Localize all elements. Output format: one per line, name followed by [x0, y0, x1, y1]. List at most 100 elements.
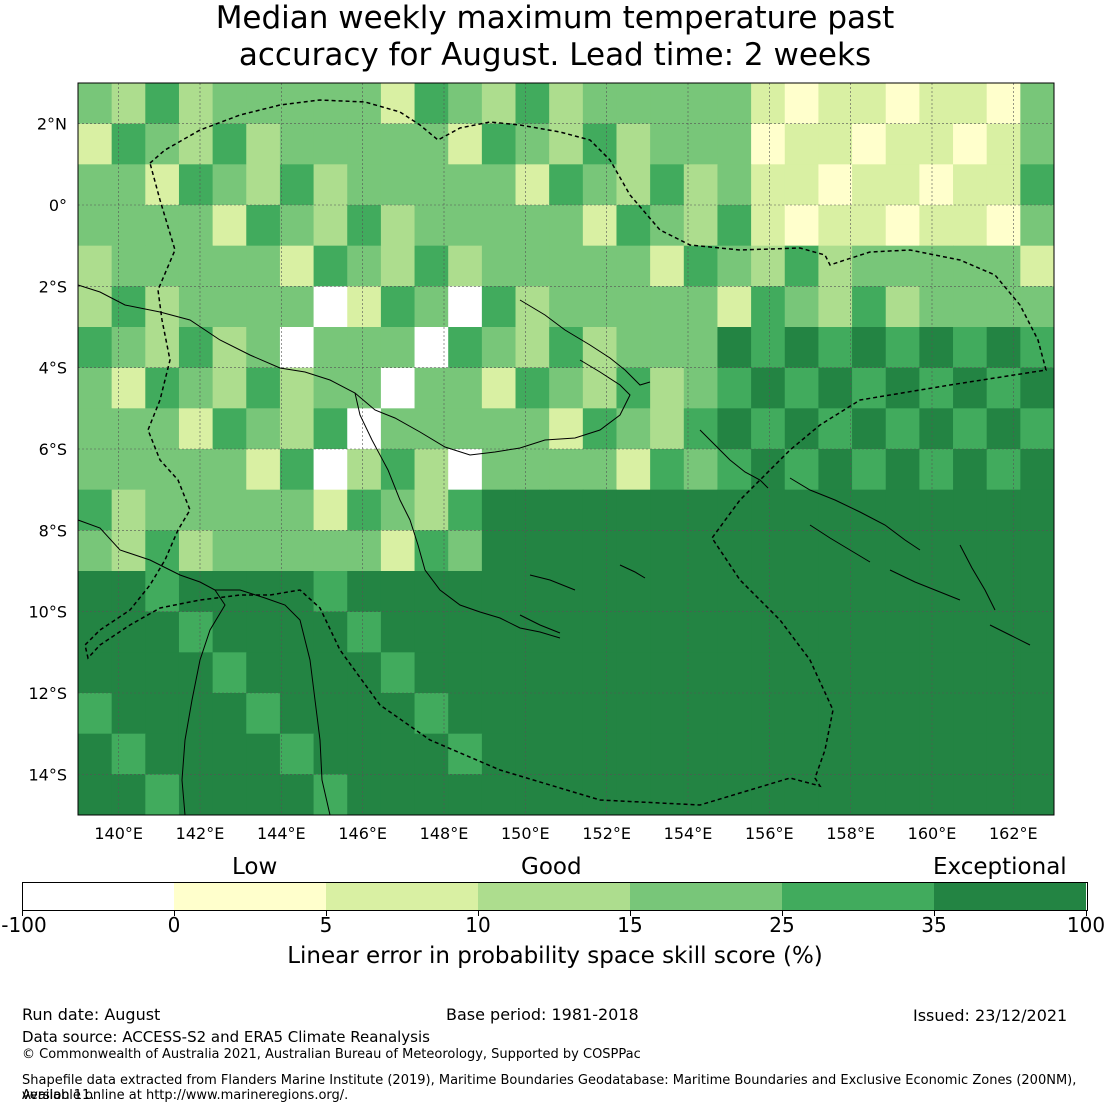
- skill-cell: [111, 164, 146, 206]
- skill-cell: [448, 205, 483, 247]
- colorbar-tick-label: 35: [921, 913, 947, 937]
- skill-cell: [178, 652, 214, 694]
- skill-cell: [414, 733, 449, 775]
- skill-cell: [549, 693, 584, 735]
- skill-cell: [246, 733, 281, 775]
- skill-cell: [616, 164, 651, 206]
- skill-cell: [616, 367, 651, 409]
- colorbar-tick: [630, 910, 631, 916]
- skill-grid: [78, 83, 1055, 816]
- skill-cell: [683, 571, 718, 613]
- skill-cell: [717, 571, 752, 613]
- skill-cell: [582, 83, 617, 125]
- skill-cell: [784, 205, 819, 247]
- skill-cell: [650, 83, 685, 125]
- skill-cell: [178, 571, 214, 613]
- skill-cell: [481, 774, 517, 816]
- skill-cell: [549, 367, 584, 409]
- colorbar-tick-label: 100: [1066, 913, 1106, 937]
- skill-cell: [78, 530, 113, 572]
- skill-cell: [717, 367, 752, 409]
- skill-cell: [448, 367, 483, 409]
- skill-cell: [650, 693, 685, 735]
- issued-date: Issued: 23/12/2021: [913, 1006, 1068, 1025]
- longitude-tick-label: 158°E: [826, 824, 875, 843]
- skill-cell: [549, 245, 584, 287]
- latitude-tick-label: 0°: [49, 196, 67, 215]
- skill-cell: [953, 611, 988, 653]
- skill-cell: [1020, 164, 1055, 206]
- skill-cell: [448, 286, 483, 328]
- skill-cell: [246, 611, 281, 653]
- skill-cell: [986, 489, 1021, 531]
- skill-cell: [380, 123, 416, 165]
- skill-cell: [717, 286, 752, 328]
- skill-cell: [78, 489, 113, 531]
- map-frame: [77, 82, 1055, 816]
- skill-cell: [481, 123, 517, 165]
- skill-cell: [751, 530, 786, 572]
- skill-cell: [145, 733, 180, 775]
- skill-cell: [919, 652, 954, 694]
- latitude-tick-label: 8°S: [39, 521, 67, 540]
- colorbar-tick: [782, 910, 783, 916]
- skill-cell: [852, 164, 887, 206]
- skill-cell: [481, 652, 517, 694]
- colorbar-heading-low: Low: [232, 854, 278, 880]
- skill-cell: [953, 327, 988, 369]
- skill-cell: [616, 611, 651, 653]
- skill-cell: [78, 123, 113, 165]
- skill-cell: [885, 733, 920, 775]
- skill-cell: [751, 693, 786, 735]
- skill-cell: [986, 367, 1021, 409]
- skill-cell: [145, 327, 180, 369]
- shapefile-credit-2: Available online at http://www.marinereg…: [22, 1088, 349, 1103]
- skill-cell: [380, 693, 416, 735]
- skill-cell: [717, 693, 752, 735]
- map-title-line-1: Median weekly maximum temperature past: [215, 0, 895, 36]
- skill-cell: [784, 489, 819, 531]
- skill-cell: [818, 408, 853, 450]
- skill-cell: [515, 489, 550, 531]
- skill-cell: [481, 571, 517, 613]
- skill-cell: [784, 286, 819, 328]
- skill-cell: [178, 123, 214, 165]
- skill-cell: [683, 489, 718, 531]
- skill-cell: [414, 571, 449, 613]
- skill-cell: [582, 367, 617, 409]
- skill-cell: [683, 123, 718, 165]
- skill-cell: [246, 286, 281, 328]
- skill-cell: [818, 83, 853, 125]
- skill-cell: [852, 286, 887, 328]
- skill-cell: [919, 83, 954, 125]
- skill-cell: [313, 83, 348, 125]
- skill-cell: [212, 652, 247, 694]
- skill-cell: [246, 367, 281, 409]
- skill-cell: [481, 367, 517, 409]
- skill-cell: [145, 489, 180, 531]
- skill-cell: [380, 286, 416, 328]
- skill-cell: [515, 286, 550, 328]
- colorbar-segment: [478, 883, 630, 910]
- skill-cell: [313, 408, 348, 450]
- skill-cell: [919, 530, 954, 572]
- skill-cell: [852, 367, 887, 409]
- skill-cell: [347, 449, 382, 491]
- skill-cell: [1020, 733, 1055, 775]
- skill-cell: [986, 123, 1021, 165]
- skill-cell: [313, 449, 348, 491]
- skill-cell: [347, 205, 382, 247]
- skill-cell: [515, 205, 550, 247]
- skill-cell: [1020, 611, 1055, 653]
- colorbar-tick-label: -100: [1, 913, 47, 937]
- skill-cell: [1020, 205, 1055, 247]
- skill-cell: [683, 327, 718, 369]
- skill-cell: [347, 83, 382, 125]
- skill-cell: [683, 733, 718, 775]
- skill-cell: [650, 327, 685, 369]
- skill-cell: [246, 83, 281, 125]
- skill-cell: [650, 489, 685, 531]
- skill-cell: [279, 327, 315, 369]
- skill-cell: [380, 327, 416, 369]
- skill-cell: [919, 571, 954, 613]
